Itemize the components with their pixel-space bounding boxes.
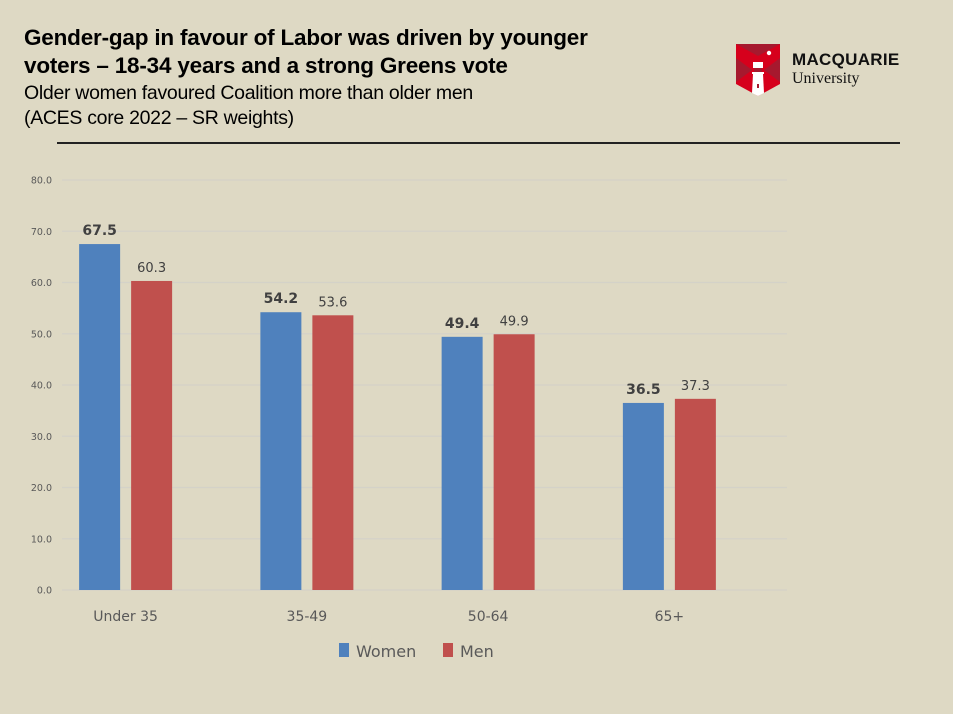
gridlines (62, 179, 787, 591)
data-label: 67.5 (82, 223, 117, 239)
legend-swatch (443, 643, 453, 657)
title-line-2: voters – 18-34 years and a strong Greens… (24, 53, 508, 78)
x-tick-label: Under 35 (93, 609, 158, 625)
x-axis-labels: Under 35 35-49 50-64 65+ (93, 609, 684, 625)
data-label: 53.6 (318, 295, 347, 310)
legend-item-men: Men (443, 642, 494, 661)
legend-label: Women (356, 642, 416, 661)
data-label: 49.9 (500, 314, 529, 329)
x-tick-label: 65+ (655, 609, 685, 625)
legend-swatch (339, 643, 349, 657)
bar-men (674, 398, 716, 590)
subtitle-line-2: (ACES core 2022 – SR weights) (24, 107, 294, 129)
legend-label: Men (460, 642, 494, 661)
data-label: 37.3 (681, 379, 710, 394)
y-tick-label: 60.0 (31, 278, 52, 289)
slide-title: Gender-gap in favour of Labor was driven… (24, 24, 588, 80)
legend: Women Men (339, 642, 494, 661)
y-tick-label: 20.0 (31, 483, 52, 494)
logo-subtitle: University (792, 70, 860, 87)
bar-women (622, 402, 664, 590)
bar-women (79, 244, 121, 590)
bar-women (260, 312, 302, 590)
logo-name: MACQUARIE (792, 50, 900, 69)
x-tick-label: 35-49 (287, 609, 328, 625)
data-label: 60.3 (137, 261, 166, 276)
shield-lighthouse-icon (736, 44, 780, 96)
y-tick-label: 40.0 (31, 381, 52, 392)
bars (79, 244, 716, 590)
y-tick-label: 80.0 (31, 176, 52, 187)
legend-item-women: Women (339, 642, 416, 661)
y-axis-ticks: 0.0 10.0 20.0 30.0 40.0 50.0 60.0 70.0 80.0 (31, 176, 52, 597)
bar-women (441, 336, 483, 590)
y-tick-label: 0.0 (37, 586, 52, 597)
x-tick-label: 50-64 (468, 609, 509, 625)
bar-men (312, 315, 354, 590)
data-label: 54.2 (264, 291, 299, 307)
macquarie-logo: MACQUARIE University (736, 44, 926, 96)
title-line-1: Gender-gap in favour of Labor was driven… (24, 25, 588, 50)
y-tick-label: 50.0 (31, 329, 52, 340)
y-tick-label: 70.0 (31, 227, 52, 238)
y-tick-label: 10.0 (31, 534, 52, 545)
title-divider (57, 142, 900, 144)
data-label: 49.4 (445, 316, 480, 332)
data-labels: 67.5 60.3 54.2 53.6 49.4 49.9 36.5 37.3 (82, 223, 710, 398)
subtitle-line-1: Older women favoured Coalition more than… (24, 82, 473, 104)
slide-subtitle: Older women favoured Coalition more than… (24, 81, 473, 131)
y-tick-label: 30.0 (31, 432, 52, 443)
data-label: 36.5 (626, 382, 661, 398)
bar-men (131, 280, 173, 590)
bar-men (493, 334, 535, 590)
